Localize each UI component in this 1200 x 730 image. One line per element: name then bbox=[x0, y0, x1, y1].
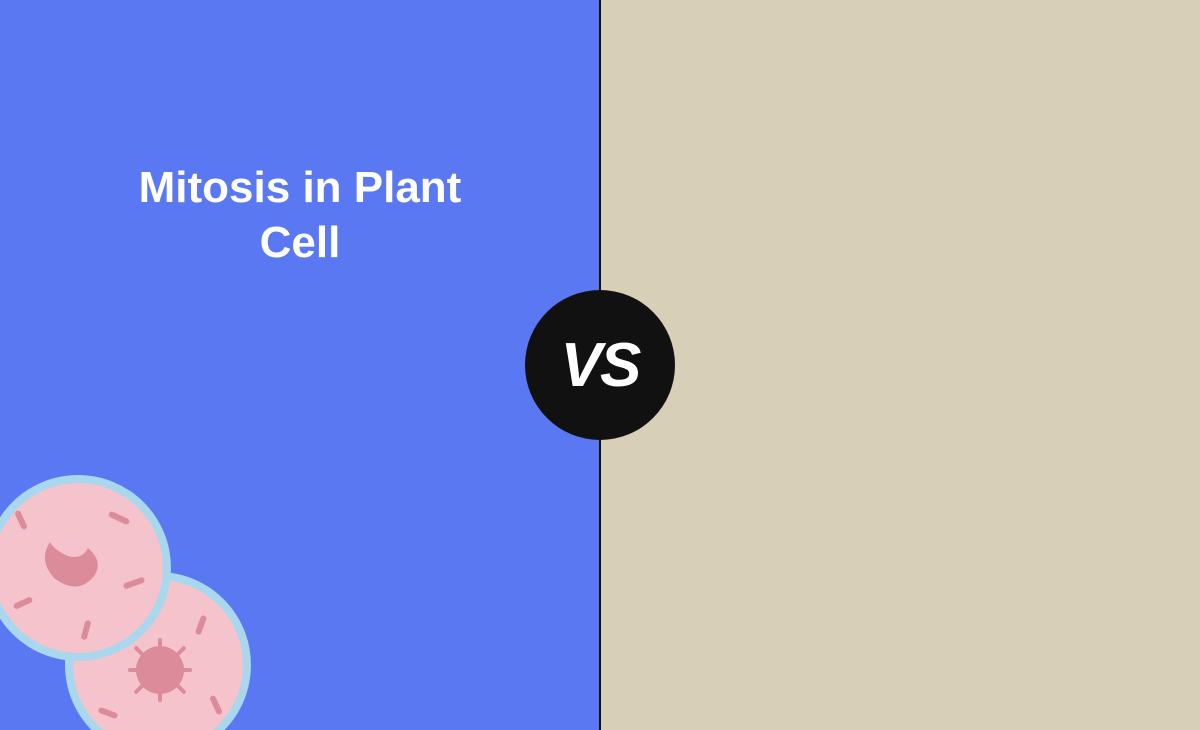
right-panel: Mitosis in Animal Cell bbox=[600, 0, 1200, 730]
cells-icon bbox=[0, 470, 268, 730]
infographic-container: Mitosis in Plant Cell bbox=[0, 0, 1200, 730]
left-panel-title: Mitosis in Plant Cell bbox=[95, 160, 505, 270]
vs-badge: VS bbox=[525, 290, 675, 440]
cell-nucleus-back bbox=[128, 638, 192, 702]
left-panel: Mitosis in Plant Cell bbox=[0, 0, 600, 730]
vs-badge-text: VS bbox=[561, 330, 640, 401]
